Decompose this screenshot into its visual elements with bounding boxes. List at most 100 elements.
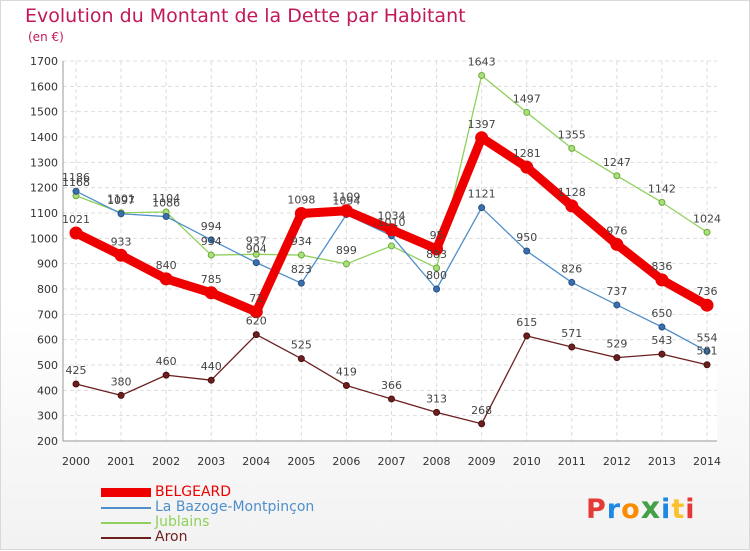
x-tick-label: 2000 bbox=[62, 455, 90, 468]
data-point bbox=[475, 131, 489, 145]
y-tick-label: 500 bbox=[37, 359, 58, 372]
data-point bbox=[342, 382, 350, 390]
x-tick-label: 2008 bbox=[423, 455, 451, 468]
data-label: 268 bbox=[471, 404, 492, 417]
x-tick-label: 2010 bbox=[513, 455, 541, 468]
data-point bbox=[613, 354, 621, 362]
data-point bbox=[162, 213, 170, 221]
data-label: 823 bbox=[291, 263, 312, 276]
x-tick-label: 2001 bbox=[107, 455, 135, 468]
chart-title: Evolution du Montant de la Dette par Hab… bbox=[25, 5, 466, 27]
data-point bbox=[703, 228, 711, 236]
data-point bbox=[204, 286, 218, 300]
data-label: 933 bbox=[111, 235, 132, 248]
data-point bbox=[294, 207, 308, 221]
data-point bbox=[117, 391, 125, 399]
y-tick-label: 900 bbox=[37, 258, 58, 271]
data-point bbox=[568, 144, 576, 152]
data-label: 1024 bbox=[693, 212, 721, 225]
y-tick-label: 1700 bbox=[30, 55, 58, 68]
x-tick-label: 2012 bbox=[603, 455, 631, 468]
data-label: 840 bbox=[156, 259, 177, 272]
data-point bbox=[339, 204, 353, 218]
y-tick-label: 1000 bbox=[30, 232, 58, 245]
x-tick-label: 2005 bbox=[287, 455, 315, 468]
data-point bbox=[252, 331, 260, 339]
data-label: 1186 bbox=[62, 171, 90, 184]
data-point bbox=[117, 210, 125, 218]
data-point bbox=[252, 250, 260, 258]
data-point bbox=[297, 355, 305, 363]
data-point bbox=[72, 187, 80, 195]
x-tick-label: 2013 bbox=[648, 455, 676, 468]
data-point bbox=[568, 278, 576, 286]
data-label: 1643 bbox=[468, 55, 496, 68]
data-label: 1281 bbox=[513, 147, 541, 160]
data-label: 904 bbox=[246, 243, 267, 256]
data-label: 800 bbox=[426, 269, 447, 282]
x-tick-label: 2014 bbox=[693, 455, 721, 468]
y-tick-label: 1100 bbox=[30, 207, 58, 220]
x-tick-label: 2006 bbox=[332, 455, 360, 468]
data-point bbox=[297, 279, 305, 287]
data-label: 1097 bbox=[107, 194, 135, 207]
data-point bbox=[207, 236, 215, 244]
data-point bbox=[520, 160, 534, 174]
legend-label: Aron bbox=[155, 529, 188, 545]
data-label: 1034 bbox=[378, 210, 406, 223]
plot-background bbox=[63, 61, 717, 441]
data-label: 934 bbox=[201, 235, 222, 248]
data-label: 525 bbox=[291, 339, 312, 352]
data-label: 529 bbox=[606, 338, 627, 351]
data-label: 460 bbox=[156, 355, 177, 368]
data-label: 425 bbox=[66, 364, 87, 377]
data-point bbox=[433, 285, 441, 293]
data-label: 1104 bbox=[152, 192, 180, 205]
legend-label: Jublains bbox=[155, 514, 210, 530]
x-tick-label: 2011 bbox=[558, 455, 586, 468]
data-point bbox=[613, 301, 621, 309]
data-point bbox=[69, 226, 83, 240]
data-label: 1101 bbox=[107, 193, 135, 206]
y-tick-label: 600 bbox=[37, 334, 58, 347]
data-point bbox=[159, 272, 173, 286]
data-label: 1497 bbox=[513, 92, 541, 105]
data-label: 1010 bbox=[378, 216, 406, 229]
data-label: 883 bbox=[426, 248, 447, 261]
y-tick-label: 1300 bbox=[30, 156, 58, 169]
data-label: 1021 bbox=[62, 213, 90, 226]
data-label: 994 bbox=[201, 220, 222, 233]
data-point bbox=[433, 264, 441, 272]
proxiti-logo: Proxiti bbox=[586, 491, 696, 526]
data-point bbox=[72, 380, 80, 388]
data-point bbox=[703, 347, 711, 355]
data-point bbox=[207, 251, 215, 259]
data-point bbox=[610, 237, 624, 251]
data-point bbox=[388, 395, 395, 403]
y-tick-label: 700 bbox=[37, 308, 58, 321]
data-point bbox=[700, 298, 714, 312]
data-label: 554 bbox=[697, 331, 718, 344]
data-label: 1397 bbox=[468, 118, 496, 131]
data-label: 501 bbox=[697, 345, 718, 358]
data-point bbox=[162, 371, 170, 379]
y-tick-label: 300 bbox=[37, 410, 58, 423]
data-point bbox=[114, 248, 128, 262]
data-label: 937 bbox=[246, 234, 267, 247]
data-point bbox=[523, 332, 531, 340]
data-point bbox=[388, 242, 395, 250]
data-point bbox=[478, 71, 486, 79]
legend-label: La Bazoge-Montpinçon bbox=[155, 499, 315, 515]
data-point bbox=[523, 108, 531, 116]
data-label: 615 bbox=[516, 316, 537, 329]
legend-swatch bbox=[101, 500, 151, 515]
x-tick-label: 2002 bbox=[152, 455, 180, 468]
y-tick-label: 1200 bbox=[30, 182, 58, 195]
data-point bbox=[297, 251, 305, 259]
data-point bbox=[568, 343, 576, 351]
data-label: 571 bbox=[561, 327, 582, 340]
data-point bbox=[478, 204, 486, 212]
data-label: 1355 bbox=[558, 128, 586, 141]
data-label: 1128 bbox=[558, 186, 586, 199]
